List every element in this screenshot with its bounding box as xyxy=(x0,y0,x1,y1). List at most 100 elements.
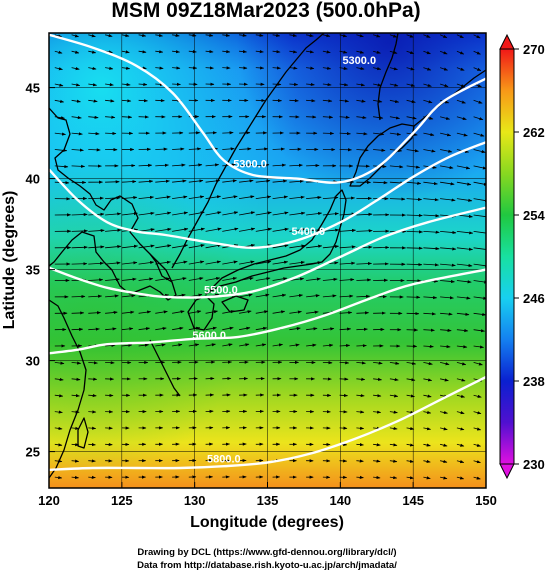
wind-arrow xyxy=(188,195,205,199)
wind-arrow xyxy=(456,328,469,333)
wind-arrow xyxy=(423,198,439,202)
wind-arrow xyxy=(289,327,301,331)
wind-arrow xyxy=(205,276,221,281)
wind-arrow xyxy=(456,181,472,186)
wind-arrow xyxy=(373,475,381,480)
wind-arrow xyxy=(88,361,98,365)
wind-arrow xyxy=(289,211,306,216)
wind-arrow xyxy=(71,311,85,315)
wind-arrow xyxy=(389,165,404,169)
wind-arrow xyxy=(88,99,98,103)
wind-arrow xyxy=(155,310,168,314)
wind-arrow xyxy=(71,459,80,463)
wind-arrow xyxy=(356,261,372,266)
wind-arrow xyxy=(322,99,333,103)
wind-arrow xyxy=(406,246,423,250)
wind-arrow xyxy=(88,83,97,87)
contour-line-5600-0 xyxy=(49,268,486,355)
wind-arrow xyxy=(473,50,481,55)
wind-arrow xyxy=(172,195,188,199)
wind-arrow xyxy=(172,82,181,86)
wind-arrow xyxy=(473,132,485,137)
wind-arrow xyxy=(54,394,64,398)
wind-arrow xyxy=(54,443,63,447)
wind-arrow xyxy=(339,343,351,348)
wind-arrow xyxy=(306,211,323,216)
wind-arrow xyxy=(71,475,79,480)
wind-arrow xyxy=(121,50,130,54)
wind-arrow xyxy=(456,427,465,431)
wind-arrow xyxy=(339,261,356,265)
wind-arrow xyxy=(456,116,467,121)
wind-arrow xyxy=(423,427,431,431)
wind-arrow xyxy=(423,476,431,480)
wind-arrow xyxy=(456,460,465,464)
wind-arrow xyxy=(339,361,350,365)
wind-arrow xyxy=(188,163,203,167)
wind-arrow xyxy=(339,459,348,463)
wind-arrow xyxy=(255,33,264,37)
wind-arrow xyxy=(155,211,172,216)
wind-arrow xyxy=(54,67,63,71)
wind-arrow xyxy=(121,294,136,298)
wind-arrow xyxy=(222,211,239,216)
wind-arrow xyxy=(54,377,64,382)
wind-arrow xyxy=(306,115,317,119)
wind-arrow xyxy=(138,211,155,216)
wind-arrow xyxy=(239,343,250,347)
wind-arrow xyxy=(289,195,305,199)
wind-arrow xyxy=(389,443,398,447)
wind-arrow xyxy=(440,181,455,186)
wind-arrow xyxy=(389,361,400,365)
wind-arrow xyxy=(54,83,64,87)
x-tick-label: 125 xyxy=(111,493,133,508)
wind-arrow xyxy=(423,328,435,332)
wind-arrow xyxy=(322,327,335,331)
x-tick-label: 135 xyxy=(257,493,279,508)
wind-arrow xyxy=(54,132,66,136)
wind-arrow xyxy=(356,377,366,381)
wind-arrow xyxy=(205,66,214,70)
wind-arrow xyxy=(239,326,251,331)
wind-arrow xyxy=(473,296,486,300)
wind-arrow xyxy=(322,34,331,38)
wind-arrow xyxy=(289,244,306,249)
wind-arrow xyxy=(339,34,348,38)
wind-arrow xyxy=(456,312,470,316)
wind-arrow xyxy=(389,34,398,38)
wind-arrow xyxy=(121,212,138,216)
wind-arrow xyxy=(423,263,439,267)
wind-arrow xyxy=(373,67,382,71)
wind-arrow xyxy=(423,344,434,349)
wind-arrow xyxy=(356,278,372,282)
wind-arrow xyxy=(121,310,135,314)
wind-arrow xyxy=(272,33,281,37)
wind-arrow xyxy=(322,212,339,216)
wind-arrow xyxy=(222,147,235,151)
wind-arrow xyxy=(71,245,88,249)
wind-arrow xyxy=(456,247,473,251)
wind-arrow xyxy=(205,195,221,199)
wind-arrow xyxy=(54,410,63,414)
wind-arrow xyxy=(389,116,400,120)
wind-arrow xyxy=(389,83,399,87)
wind-arrow xyxy=(322,50,331,54)
wind-arrow xyxy=(440,476,448,480)
colorbar-tick-label: 254 xyxy=(523,208,545,223)
island-shikoku xyxy=(221,295,249,313)
wind-arrow xyxy=(306,195,322,200)
x-tick-label: 150 xyxy=(475,493,497,508)
colorbar-tick-label: 238 xyxy=(523,374,545,389)
y-axis-ticks: 25 30 35 40 45 xyxy=(26,81,55,460)
wind-arrow xyxy=(239,195,255,199)
wind-arrow xyxy=(272,211,289,216)
wind-arrow xyxy=(440,263,456,267)
wind-arrow xyxy=(155,326,167,331)
x-tick-label: 120 xyxy=(38,493,60,508)
wind-arrow xyxy=(188,343,200,347)
wind-arrow xyxy=(423,181,438,186)
wind-arrow xyxy=(105,212,122,216)
wind-arrow xyxy=(356,443,364,447)
wind-arrow xyxy=(255,293,270,298)
wind-arrow xyxy=(406,378,416,382)
